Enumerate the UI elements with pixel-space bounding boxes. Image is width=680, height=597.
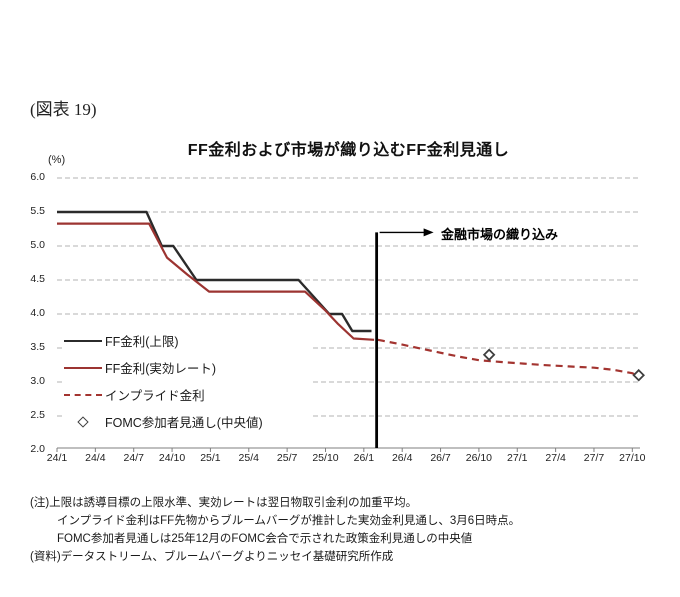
legend-item-ff-effective: FF金利(実効レート) (64, 354, 310, 381)
rate-line (57, 210, 372, 333)
y-axis-tick-label: 5.5 (30, 205, 45, 217)
legend-label: FOMC参加者見通し(中央値) (105, 416, 263, 430)
y-axis-unit-label: (%) (48, 154, 66, 166)
x-axis-tick-label: 26/10 (465, 452, 493, 464)
y-axis-tick-label: 4.5 (30, 273, 45, 285)
x-axis-tick-label: 25/1 (200, 452, 221, 464)
annotation-arrow-head (423, 228, 434, 237)
chart-title: FF金利および市場が織り込むFF金利見通し (187, 142, 510, 159)
diamond-marker-icon (64, 418, 102, 426)
y-axis-tick-label: 2.0 (30, 443, 45, 455)
x-axis-tick-label: 27/7 (583, 452, 605, 464)
y-axis-tick-label: 3.0 (30, 375, 45, 387)
note-line: FOMC参加者見通しは25年12月のFOMC会合で示された政策金利見通しの中央値 (57, 533, 473, 545)
x-axis-tick-label: 24/10 (158, 452, 186, 464)
legend-item-fomc-median: FOMC参加者見通し(中央値) (64, 408, 310, 435)
legend-label: FF金利(実効レート) (105, 362, 217, 376)
x-axis-tick-label: 25/7 (276, 452, 298, 464)
note-line: インプライド金利はFF先物からブルームバーグが推計した実効金利見通し、3月6日時… (57, 515, 521, 527)
y-axis-tick-label: 5.0 (30, 239, 45, 251)
fomc-median-diamond (632, 368, 645, 382)
x-axis-tick-label: 26/4 (391, 452, 413, 464)
x-axis-tick-label: 27/4 (545, 452, 566, 464)
x-axis-tick-label: 24/4 (85, 452, 106, 464)
y-axis-tick-label: 3.5 (30, 341, 45, 353)
note-line: (資料)データストリーム、ブルームバーグよりニッセイ基礎研究所作成 (30, 551, 394, 563)
x-axis-tick-label: 25/4 (238, 452, 259, 464)
x-axis-tick-label: 25/10 (312, 452, 339, 464)
legend-item-ff-upper: FF金利(上限) (64, 327, 310, 354)
legend-label: FF金利(上限) (105, 335, 179, 349)
y-axis-tick-label: 6.0 (30, 171, 45, 183)
dashed-line-swatch-icon (64, 394, 102, 396)
fomc-median-diamond (482, 348, 496, 362)
x-axis-tick-label: 24/7 (123, 452, 144, 464)
x-axis-tick-label: 26/7 (430, 452, 451, 464)
y-axis-tick-label: 2.5 (30, 409, 45, 421)
y-axis-tick-label: 4.0 (30, 307, 45, 319)
black-line-swatch-icon (64, 340, 102, 342)
x-axis-tick-label: 24/1 (46, 452, 68, 464)
note-line: (注)上限は誘導目標の上限水準、実効レートは翌日物取引金利の加重平均。 (30, 497, 418, 509)
market-pricing-annotation: 金融市場の織り込み (441, 227, 559, 242)
figure-number-label: (図表 19) (30, 100, 97, 119)
footnotes: (注)上限は誘導目標の上限水準、実効レートは翌日物取引金利の加重平均。 インプラ… (30, 494, 660, 566)
legend-label: インプライド金利 (105, 389, 205, 403)
x-axis-tick-label: 27/10 (619, 452, 646, 464)
legend-item-implied-rate: インプライド金利 (64, 381, 310, 408)
legend: FF金利(上限) FF金利(実効レート) インプライド金利 FOMC参加者見通し… (64, 325, 310, 437)
rate-line (57, 222, 375, 341)
x-axis-tick-label: 27/1 (507, 452, 528, 464)
red-line-swatch-icon (64, 367, 102, 369)
implied-rate-line (377, 338, 641, 378)
x-axis-tick-label: 26/1 (353, 452, 375, 464)
